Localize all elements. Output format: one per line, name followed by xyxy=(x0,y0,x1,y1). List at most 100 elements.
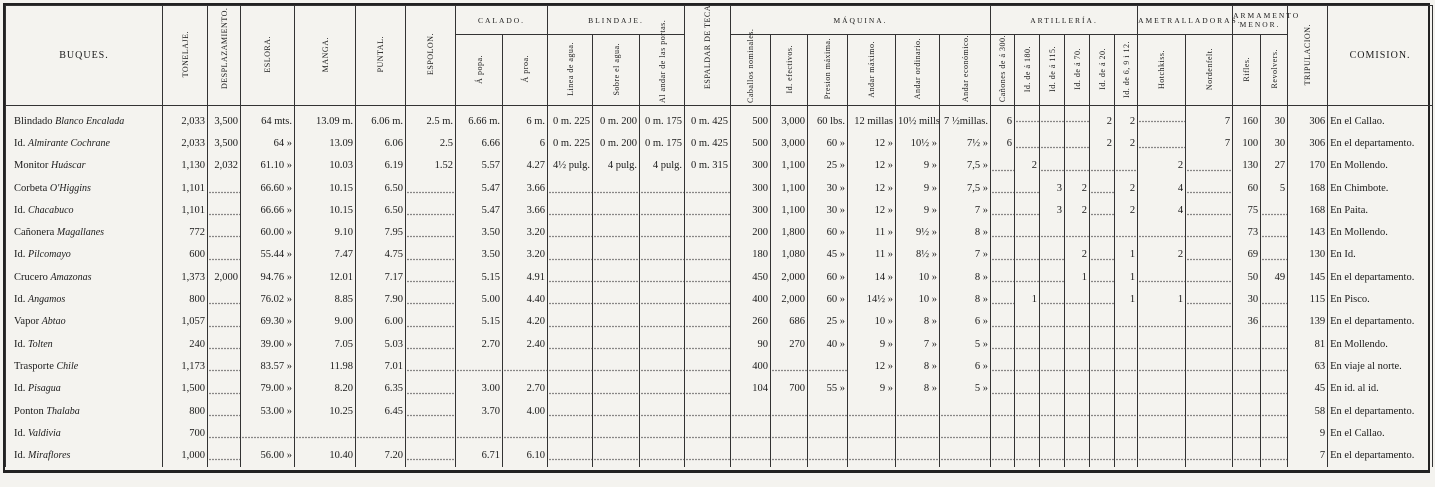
empty-cell xyxy=(684,422,731,445)
header-label: ESPOLON. xyxy=(426,33,435,76)
cell: 3.20 xyxy=(502,243,548,267)
empty-cell xyxy=(207,288,241,311)
cell: 1 xyxy=(1137,288,1187,311)
empty-cell xyxy=(592,243,640,267)
empty-cell xyxy=(990,221,1015,244)
header-cell: ESPOLON. xyxy=(405,5,456,106)
empty-cell xyxy=(1185,199,1234,222)
cell: 61.10 » xyxy=(240,154,295,177)
cell: 0 m. 225 xyxy=(547,132,593,155)
cell: 800 xyxy=(162,288,208,311)
header-cell: TRIPULACION. xyxy=(1287,5,1329,106)
empty-cell xyxy=(1232,399,1262,423)
empty-cell xyxy=(639,310,685,333)
cell: 69.30 » xyxy=(240,310,295,333)
cell: 40 » xyxy=(807,332,848,356)
ship-type: Id. xyxy=(14,294,26,306)
header-row: BUQUES. TONELAJE. DESPLAZAMIENTO. ESLORA. MA… xyxy=(5,2,1434,106)
cell: 11 » xyxy=(847,243,896,267)
empty-cell xyxy=(405,355,456,378)
empty-cell xyxy=(547,176,593,200)
sub-header: Id. de 6, 9 i 12. xyxy=(1113,34,1139,106)
cell: 10 » xyxy=(847,310,896,333)
cell: 240 xyxy=(162,332,208,356)
cell: 3.20 xyxy=(502,221,548,244)
cell: En el departamento. xyxy=(1327,444,1434,467)
cell: En el departamento. xyxy=(1327,310,1434,333)
ship-row: Id. Almirante Cochrane 2,033 3,500 64 » 13.0… xyxy=(5,132,1434,155)
empty-cell xyxy=(547,332,593,356)
cell: 3.66 xyxy=(502,199,548,222)
cell: 2,033 xyxy=(162,105,208,133)
cell: 1,100 xyxy=(770,199,808,222)
cell: 1,057 xyxy=(162,310,208,333)
header-cell: ESPALDAR DE TECA. xyxy=(684,2,731,106)
cell: En el departamento. xyxy=(1327,132,1434,155)
header-label: MANGA. xyxy=(320,36,330,73)
sub-header: Al andar de las portas. xyxy=(639,20,685,106)
empty-cell xyxy=(684,243,731,267)
empty-cell xyxy=(990,199,1015,222)
cell: 75 xyxy=(1232,199,1262,222)
cell: 55 » xyxy=(807,377,848,400)
cell: 6.06 xyxy=(355,132,406,155)
empty-cell xyxy=(1039,399,1065,423)
header-label: Á proa. xyxy=(520,55,530,83)
cell: En id. al id. xyxy=(1327,377,1434,400)
cell: 66.66 » xyxy=(240,199,295,222)
empty-cell xyxy=(405,332,456,356)
cell: 2 xyxy=(1113,132,1139,155)
empty-cell xyxy=(207,444,241,467)
cell: 8 » xyxy=(939,288,991,311)
cell: 63 xyxy=(1287,355,1329,378)
empty-cell xyxy=(684,399,731,423)
cell: 2 xyxy=(1064,199,1090,222)
cell: 400 xyxy=(730,355,771,378)
cell: 4 xyxy=(1137,176,1187,200)
empty-cell xyxy=(1137,310,1187,333)
header-cell: COMISION. xyxy=(1327,5,1434,106)
cell: 60 lbs. xyxy=(807,105,848,133)
sub-header: Presion máxima. xyxy=(807,34,848,106)
empty-cell xyxy=(592,377,640,400)
empty-cell xyxy=(1039,332,1065,356)
empty-cell xyxy=(1260,332,1289,356)
header-label: Andar económico. xyxy=(960,35,970,103)
cell: 6.10 xyxy=(502,444,548,467)
empty-cell xyxy=(639,221,685,244)
empty-cell xyxy=(770,399,808,423)
empty-cell xyxy=(1014,132,1040,155)
cell: 2 xyxy=(1014,154,1040,177)
ship-type: Id. xyxy=(14,427,26,439)
empty-cell xyxy=(684,310,731,333)
empty-cell xyxy=(1014,266,1040,289)
ship-row: Id. Chacabuco 1,101 66.66 » 10.15 6.50 5.47 3.… xyxy=(5,199,1434,222)
sub-header: Cañones de á 300. xyxy=(990,34,1015,106)
cell: 10.03 xyxy=(294,154,356,177)
empty-cell xyxy=(547,422,593,445)
cell: 7½ » xyxy=(939,132,991,155)
cell: 6 xyxy=(990,132,1015,155)
cell: 7.01 xyxy=(355,355,406,378)
cell: 45 xyxy=(1287,377,1329,400)
empty-cell xyxy=(807,355,848,378)
empty-cell xyxy=(1064,399,1090,423)
cell: 10½ mills. xyxy=(895,105,940,133)
sub-header: Andar económico. xyxy=(939,34,991,106)
empty-cell xyxy=(639,422,685,445)
ship-name: Monitor Huáscar xyxy=(5,154,163,177)
empty-cell xyxy=(1089,310,1115,333)
cell: 5.03 xyxy=(355,332,406,356)
empty-cell xyxy=(684,288,731,311)
empty-cell xyxy=(1137,132,1187,155)
cell: 6.19 xyxy=(355,154,406,177)
empty-cell xyxy=(1039,105,1065,133)
cell: 6.06 m. xyxy=(355,105,406,133)
header-label: Id. de á 20. xyxy=(1097,48,1107,90)
empty-cell xyxy=(847,399,896,423)
cell: 2,000 xyxy=(770,288,808,311)
cell: 1,130 xyxy=(162,154,208,177)
empty-cell xyxy=(1232,355,1262,378)
cell: En Pisco. xyxy=(1327,288,1434,311)
cell: 69 xyxy=(1232,243,1262,267)
